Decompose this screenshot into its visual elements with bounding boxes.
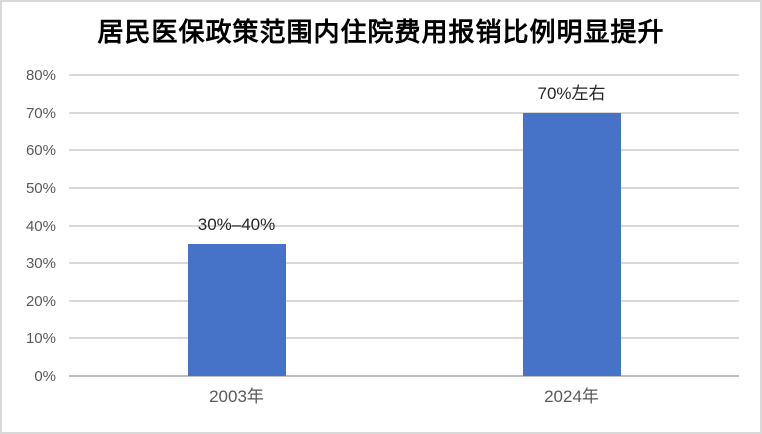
plot-area: 30%–40% 2003年 70%左右 2024年	[69, 74, 739, 406]
data-label: 30%–40%	[197, 215, 276, 235]
gridline	[69, 337, 739, 340]
y-tick-label: 60%	[25, 142, 56, 160]
bar-2003年	[187, 244, 286, 376]
y-tick-label: 20%	[25, 292, 56, 310]
gridline	[69, 149, 739, 152]
gridline	[69, 299, 739, 302]
gridline	[69, 186, 739, 189]
y-axis: 0% 10% 20% 30% 40% 50% 60% 70% 80%	[2, 67, 56, 385]
data-label: 70%左右	[537, 83, 606, 103]
y-tick-label: 50%	[25, 179, 56, 197]
x-axis-line	[69, 375, 739, 377]
x-tick-label: 2024年	[544, 387, 599, 406]
y-tick-label: 70%	[25, 104, 56, 122]
gridline	[69, 74, 739, 76]
y-tick-label: 30%	[25, 255, 56, 273]
gridline	[69, 224, 739, 227]
y-tick-label: 0%	[34, 368, 56, 385]
chart-title: 居民医保政策范围内住院费用报销比例明显提升	[97, 17, 665, 47]
y-tick-label: 10%	[25, 330, 56, 348]
gridline	[69, 262, 739, 265]
gridline	[69, 111, 739, 114]
y-tick-label: 40%	[25, 217, 56, 235]
x-tick-label: 2003年	[209, 387, 264, 406]
y-tick-label: 80%	[25, 67, 56, 84]
bar-2024年	[522, 112, 621, 376]
